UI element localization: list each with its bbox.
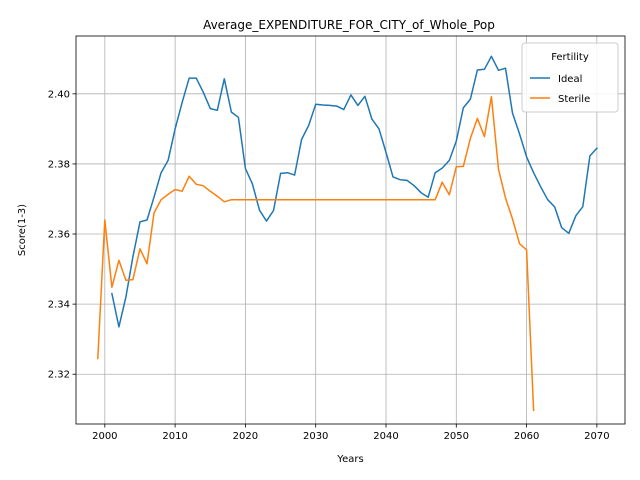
legend-label-sterile: Sterile — [558, 94, 590, 105]
x-tick-label: 2060 — [514, 431, 539, 442]
y-tick-label: 2.36 — [48, 230, 70, 241]
y-tick-label: 2.32 — [48, 370, 70, 381]
y-axis-ticks: 2.32 2.34 2.36 2.38 2.40 — [48, 89, 76, 381]
x-tick-label: 2050 — [444, 431, 469, 442]
series-line-ideal — [111, 55, 598, 328]
legend-entries: Ideal Sterile — [530, 74, 590, 105]
x-tick-label: 2040 — [373, 431, 398, 442]
x-axis-ticks: 2000 2010 2020 2030 2040 2050 2060 2070 — [92, 424, 610, 442]
legend-box — [521, 42, 619, 113]
series-line-sterile — [97, 95, 535, 412]
x-tick-label: 2000 — [92, 431, 117, 442]
y-tick-label: 2.38 — [48, 159, 70, 170]
series-layer — [97, 55, 598, 412]
y-axis-label: Score(1-3) — [17, 204, 28, 256]
x-tick-label: 2070 — [584, 431, 609, 442]
legend-label-ideal: Ideal — [558, 74, 582, 85]
y-tick-label: 2.34 — [48, 300, 70, 311]
plot-frame — [75, 35, 626, 425]
chart-title: Average_EXPENDITURE_FOR_CITY_of_Whole_Po… — [203, 18, 495, 32]
x-tick-label: 2030 — [303, 431, 328, 442]
x-axis-label: Years — [336, 454, 363, 465]
x-tick-label: 2020 — [233, 431, 258, 442]
legend: Fertility Ideal Sterile — [521, 42, 619, 113]
y-tick-label: 2.40 — [48, 89, 70, 100]
legend-title: Fertility — [551, 52, 589, 63]
x-tick-label: 2010 — [162, 431, 187, 442]
